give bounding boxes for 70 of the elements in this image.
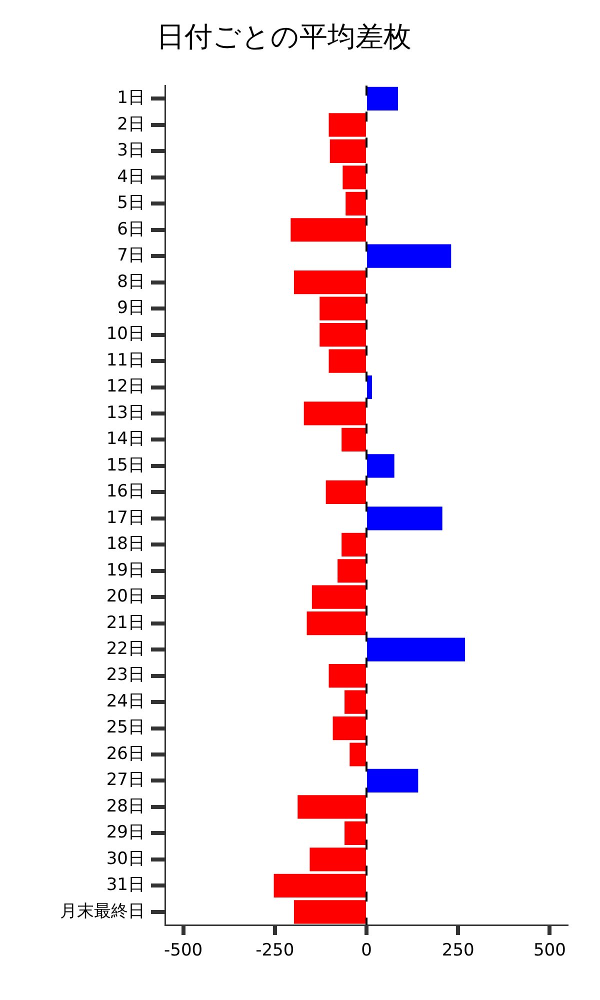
y-tick-label: 14日 [106,429,145,450]
x-tick-label: 0 [361,940,372,961]
y-tick-label: 24日 [106,691,145,712]
x-tick-label: -500 [164,940,203,961]
y-tick-label: 16日 [106,482,145,502]
y-tick-label: 8日 [117,272,145,292]
bar [294,270,366,294]
y-tick-label: 18日 [106,534,145,554]
bar [328,113,366,137]
y-tick-label: 6日 [117,219,145,240]
y-tick-label: 15日 [106,455,145,476]
bar [367,638,466,662]
y-tick-label: 7日 [117,246,145,266]
y-tick-label: 21日 [106,612,145,633]
bar [342,166,366,190]
y-tick-label: 19日 [106,560,145,580]
y-tick-label: 1日 [117,88,145,108]
y-tick-label: 月末最終日 [60,901,145,922]
bar [298,795,366,819]
bar [274,874,366,898]
x-tick-label: -250 [256,940,294,961]
bar [330,139,366,163]
x-tick-label: 500 [533,940,566,961]
x-tick-label: 250 [442,940,474,961]
bar [367,375,372,400]
bar [346,192,366,216]
bar [304,402,366,426]
y-tick-label: 11日 [106,350,145,370]
y-tick-label: 12日 [106,376,145,397]
y-tick-label: 29日 [106,822,145,843]
bar [320,322,366,347]
bar [326,480,366,504]
y-tick-label: 3日 [117,140,145,161]
y-tick-label: 17日 [106,508,145,528]
y-tick-label: 26日 [106,744,145,764]
y-tick-label: 4日 [117,166,145,187]
y-tick-label: 22日 [106,638,145,659]
bar [342,428,366,452]
bar [350,742,366,766]
y-tick-label: 25日 [106,718,145,738]
bar [367,244,452,268]
bar [344,690,366,714]
y-tick-label: 31日 [106,875,145,896]
bar [344,821,366,845]
bar [290,218,366,242]
bar [328,664,366,688]
bar [367,768,418,793]
bar [367,86,398,111]
y-tick-label: 9日 [117,298,145,318]
y-tick-label: 5日 [117,193,145,214]
y-tick-label: 27日 [106,770,145,790]
bar [310,848,366,872]
y-tick-label: 20日 [106,586,145,607]
bar [306,612,366,636]
bar [312,585,366,609]
bar [367,454,394,478]
bar [332,716,366,740]
bar [338,559,366,583]
y-tick-label: 30日 [106,848,145,869]
y-tick-label: 23日 [106,665,145,686]
y-tick-label: 13日 [106,402,145,423]
bar [342,532,366,556]
bar [328,349,366,373]
y-tick-label: 2日 [117,114,145,134]
y-tick-label: 10日 [106,324,145,344]
y-tick-label: 28日 [106,796,145,816]
chart-title: 日付ごとの平均差枚 [156,20,412,54]
bar [320,296,366,320]
bar [294,900,366,924]
bar [367,506,442,530]
